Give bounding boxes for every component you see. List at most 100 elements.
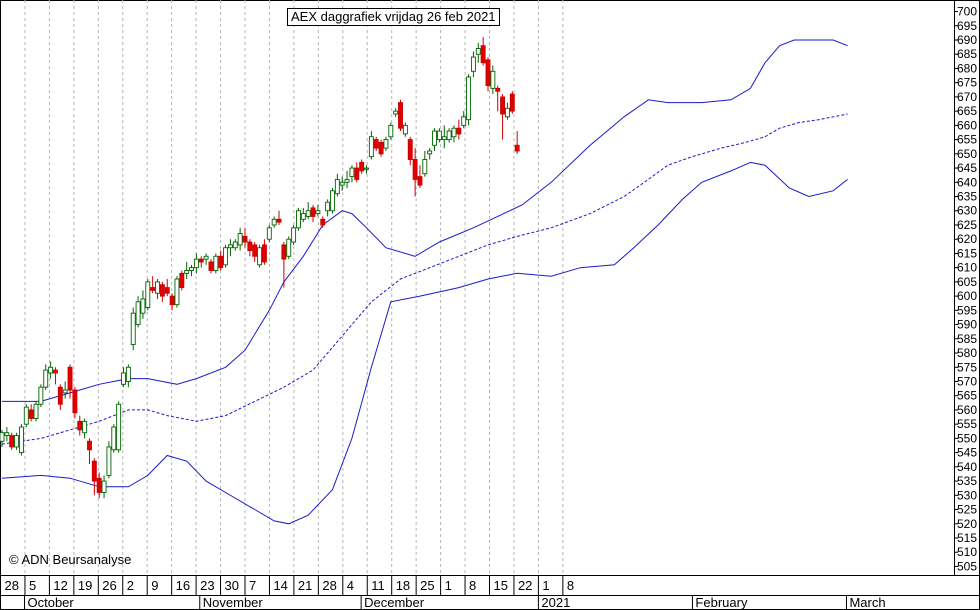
candle-body <box>451 127 457 138</box>
candle-body <box>28 409 34 419</box>
candle-body <box>247 241 253 252</box>
candle <box>150 276 156 294</box>
candle <box>310 205 316 223</box>
x-tick-label: 22 <box>518 578 532 593</box>
y-tick-label: 535 <box>957 474 977 488</box>
x-tick-label: 18 <box>396 578 410 593</box>
candle-body <box>310 207 316 217</box>
candle-body <box>354 167 360 180</box>
candle <box>247 239 253 257</box>
candle <box>213 253 219 274</box>
candle <box>159 281 165 302</box>
candle <box>485 57 491 92</box>
candle <box>325 199 331 217</box>
candle <box>451 125 457 143</box>
candle-body <box>281 244 287 260</box>
x-tick-label: 26 <box>102 578 116 593</box>
candle-body <box>504 107 510 118</box>
candle-body <box>18 426 24 454</box>
candle <box>383 136 389 151</box>
candle-body <box>23 406 29 425</box>
band-lower-line <box>1 161 848 525</box>
candle <box>9 432 15 450</box>
candle <box>4 427 10 442</box>
y-tick-label: 540 <box>957 460 977 474</box>
candle <box>436 128 442 143</box>
candle <box>116 401 122 453</box>
candle <box>23 404 29 428</box>
candle <box>514 131 520 154</box>
candle <box>48 361 54 379</box>
candle <box>53 367 58 385</box>
candle-body <box>140 298 146 314</box>
candle-body <box>446 130 452 141</box>
candle-body <box>286 238 292 257</box>
candle <box>339 176 345 191</box>
y-tick-label: 530 <box>957 488 977 502</box>
candle-body <box>339 181 345 186</box>
candle-body <box>422 159 428 175</box>
candle-body <box>62 389 68 394</box>
candle <box>257 244 263 268</box>
candle-body <box>169 295 175 306</box>
y-tick-label: 580 <box>957 346 977 360</box>
candle-body <box>203 255 209 260</box>
candle <box>286 236 292 260</box>
candle-body <box>441 136 447 141</box>
candle-body <box>0 432 5 442</box>
candle-body <box>261 244 267 263</box>
candle <box>121 367 126 388</box>
candle <box>242 227 248 248</box>
candle-body <box>33 403 39 419</box>
candle <box>140 290 146 319</box>
candle <box>412 148 418 197</box>
candle-body <box>349 167 355 178</box>
y-tick-label: 590 <box>957 318 977 332</box>
candle-body <box>490 70 496 89</box>
candle-body <box>159 284 165 297</box>
candle <box>198 256 204 268</box>
candle <box>77 415 83 436</box>
y-tick-label: 615 <box>957 246 977 260</box>
chart-title: AEX daggrafiek vrijdag 26 feb 2021 <box>287 8 500 26</box>
month-label: March <box>849 595 885 610</box>
candle-body <box>334 178 340 195</box>
candle-body <box>378 141 384 155</box>
month-label: October <box>28 595 75 610</box>
candle-body <box>242 235 248 243</box>
candle-body <box>198 258 204 263</box>
candle-body <box>359 161 365 172</box>
candle-body <box>179 272 185 289</box>
x-tick-label: 25 <box>420 578 434 593</box>
candle-body <box>344 178 350 183</box>
candle-body <box>121 372 126 385</box>
candle-body <box>427 150 433 155</box>
x-tick-label: 1 <box>542 578 549 593</box>
candle <box>407 136 413 166</box>
candle <box>184 261 190 280</box>
candle <box>96 472 102 499</box>
candle-body <box>456 127 462 135</box>
candle <box>475 42 481 63</box>
candle-body <box>164 287 170 294</box>
candle <box>72 387 78 419</box>
x-tick-label: 8 <box>567 578 574 593</box>
candle <box>495 85 501 112</box>
candle-body <box>208 261 214 271</box>
x-tick-label: 1 <box>445 578 452 593</box>
y-tick-label: 585 <box>957 332 977 346</box>
candle-body <box>14 435 20 448</box>
candle-body <box>461 116 467 126</box>
candle <box>470 51 476 77</box>
x-tick-label: 23 <box>200 578 214 593</box>
candle <box>0 429 5 447</box>
candle <box>189 264 194 277</box>
candle-body <box>432 130 437 146</box>
x-tick-label: 19 <box>78 578 92 593</box>
candle <box>28 404 34 422</box>
candle-body <box>125 366 131 382</box>
candle-body <box>48 366 54 374</box>
candle-body <box>9 435 15 448</box>
candle <box>169 293 175 311</box>
candle <box>291 224 297 245</box>
